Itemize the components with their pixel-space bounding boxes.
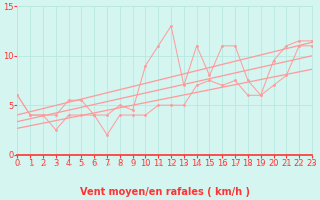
X-axis label: Vent moyen/en rafales ( km/h ): Vent moyen/en rafales ( km/h ) <box>80 187 250 197</box>
